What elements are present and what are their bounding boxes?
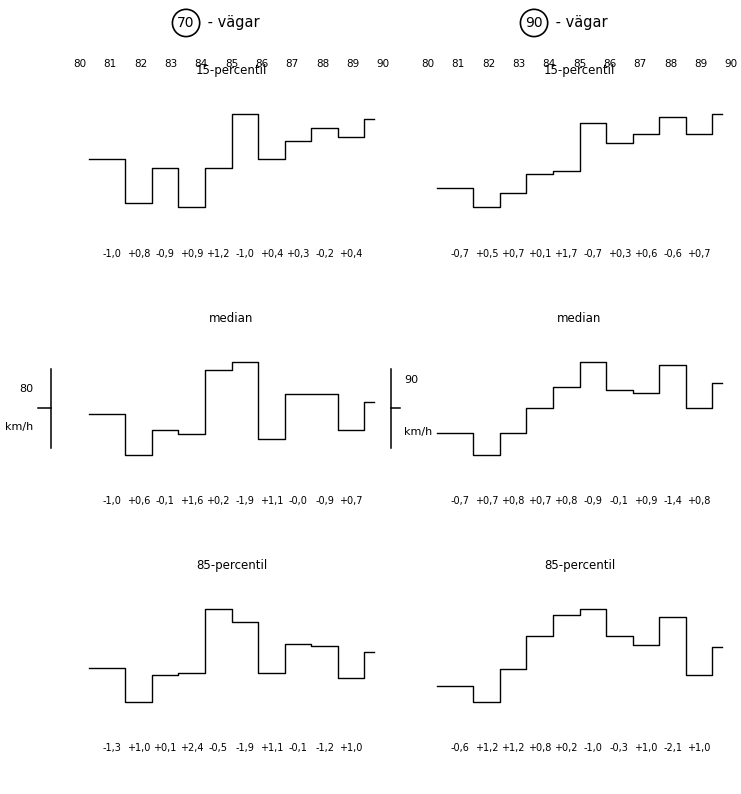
Text: -0,0: -0,0 <box>288 496 308 506</box>
Text: 85-percentil: 85-percentil <box>544 559 615 572</box>
Text: +2,4: +2,4 <box>180 743 203 754</box>
Text: 90: 90 <box>376 59 390 69</box>
Text: median: median <box>557 311 602 325</box>
Text: +0,8: +0,8 <box>554 496 578 506</box>
Text: -0,6: -0,6 <box>663 249 682 259</box>
Text: 83: 83 <box>165 59 178 69</box>
Text: 87: 87 <box>285 59 299 69</box>
Text: -0,1: -0,1 <box>288 743 308 754</box>
Text: +0,7: +0,7 <box>688 249 711 259</box>
Text: +1,1: +1,1 <box>259 743 283 754</box>
Text: 90: 90 <box>525 16 543 30</box>
Text: -0,1: -0,1 <box>610 496 629 506</box>
Text: +0,7: +0,7 <box>502 249 525 259</box>
Text: 84: 84 <box>542 59 556 69</box>
Text: 83: 83 <box>512 59 525 69</box>
Text: 86: 86 <box>603 59 617 69</box>
Text: -1,9: -1,9 <box>236 743 254 754</box>
Text: +0,7: +0,7 <box>475 496 498 506</box>
Text: +0,2: +0,2 <box>207 496 230 506</box>
Text: 90: 90 <box>404 375 418 385</box>
Text: 88: 88 <box>316 59 329 69</box>
Text: +0,1: +0,1 <box>153 743 177 754</box>
Text: -1,0: -1,0 <box>236 249 254 259</box>
Text: -0,7: -0,7 <box>583 249 602 259</box>
Text: -0,9: -0,9 <box>583 496 602 506</box>
Text: 90: 90 <box>725 59 737 69</box>
Text: - vägar: - vägar <box>551 15 608 30</box>
Text: 80: 80 <box>73 59 87 69</box>
Text: -1,4: -1,4 <box>663 496 682 506</box>
Text: 80: 80 <box>422 59 434 69</box>
Text: +0,6: +0,6 <box>634 249 657 259</box>
Text: km/h: km/h <box>4 422 33 432</box>
Text: +1,0: +1,0 <box>634 743 657 754</box>
Text: +0,9: +0,9 <box>634 496 657 506</box>
Text: +0,7: +0,7 <box>339 496 363 506</box>
Text: -0,9: -0,9 <box>315 496 334 506</box>
Text: +1,2: +1,2 <box>475 743 498 754</box>
Text: +0,4: +0,4 <box>339 249 363 259</box>
Text: -1,9: -1,9 <box>236 496 254 506</box>
Text: 81: 81 <box>104 59 117 69</box>
Text: +0,8: +0,8 <box>127 249 150 259</box>
Text: +1,7: +1,7 <box>554 249 578 259</box>
Text: -0,2: -0,2 <box>315 249 334 259</box>
Text: -1,3: -1,3 <box>102 743 122 754</box>
Text: 85-percentil: 85-percentil <box>196 559 267 572</box>
Text: +0,2: +0,2 <box>554 743 578 754</box>
Text: +0,8: +0,8 <box>528 743 551 754</box>
Text: +0,3: +0,3 <box>608 249 631 259</box>
Text: 80: 80 <box>19 384 33 395</box>
Text: +1,2: +1,2 <box>502 743 525 754</box>
Text: 85: 85 <box>573 59 586 69</box>
Text: +0,9: +0,9 <box>180 249 203 259</box>
Text: 70: 70 <box>177 16 195 30</box>
Text: +0,1: +0,1 <box>528 249 551 259</box>
Text: 84: 84 <box>195 59 207 69</box>
Text: - vägar: - vägar <box>203 15 259 30</box>
Text: 15-percentil: 15-percentil <box>196 64 268 77</box>
Text: -0,9: -0,9 <box>156 249 174 259</box>
Text: +1,2: +1,2 <box>207 249 230 259</box>
Text: +1,6: +1,6 <box>180 496 203 506</box>
Text: +1,0: +1,0 <box>688 743 711 754</box>
Text: 89: 89 <box>694 59 708 69</box>
Text: -0,3: -0,3 <box>610 743 629 754</box>
Text: +0,8: +0,8 <box>502 496 525 506</box>
Text: 88: 88 <box>664 59 677 69</box>
Text: km/h: km/h <box>404 427 432 437</box>
Text: 81: 81 <box>452 59 465 69</box>
Text: -1,0: -1,0 <box>102 496 122 506</box>
Text: -1,2: -1,2 <box>315 743 334 754</box>
Text: +0,4: +0,4 <box>259 249 283 259</box>
Text: +0,6: +0,6 <box>127 496 150 506</box>
Text: 87: 87 <box>634 59 647 69</box>
Text: -0,5: -0,5 <box>209 743 227 754</box>
Text: +1,0: +1,0 <box>339 743 363 754</box>
Text: +0,7: +0,7 <box>528 496 551 506</box>
Text: median: median <box>209 311 253 325</box>
Text: +0,3: +0,3 <box>286 249 310 259</box>
Text: -0,7: -0,7 <box>451 496 469 506</box>
Text: 82: 82 <box>482 59 495 69</box>
Text: +1,0: +1,0 <box>127 743 150 754</box>
Text: 85: 85 <box>225 59 238 69</box>
Text: -0,7: -0,7 <box>451 249 469 259</box>
Text: 82: 82 <box>134 59 147 69</box>
Text: -2,1: -2,1 <box>663 743 682 754</box>
Text: +0,5: +0,5 <box>475 249 498 259</box>
Text: +0,8: +0,8 <box>688 496 711 506</box>
Text: -0,6: -0,6 <box>451 743 469 754</box>
Text: 86: 86 <box>255 59 268 69</box>
Text: 89: 89 <box>346 59 359 69</box>
Text: 15-percentil: 15-percentil <box>544 64 615 77</box>
Text: -0,1: -0,1 <box>156 496 174 506</box>
Text: +1,1: +1,1 <box>259 496 283 506</box>
Text: -1,0: -1,0 <box>583 743 602 754</box>
Text: -1,0: -1,0 <box>102 249 122 259</box>
